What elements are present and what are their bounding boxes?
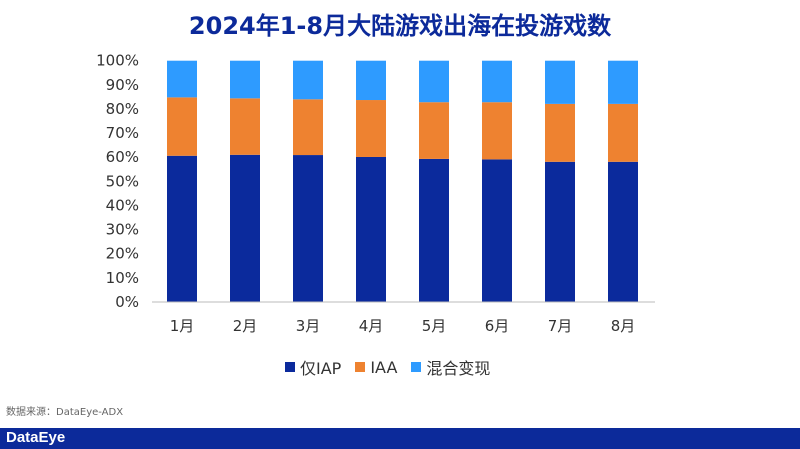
bar-segment-仅IAP — [482, 159, 512, 302]
x-tick-label: 7月 — [548, 317, 573, 335]
legend-swatch — [411, 362, 422, 372]
bar-segment-混合变现 — [230, 60, 260, 99]
bar-segment-仅IAP — [608, 161, 638, 302]
y-tick-label: 10% — [106, 269, 139, 287]
bar-segment-混合变现 — [419, 60, 449, 103]
legend-item-iap: 仅IAP — [285, 355, 341, 379]
y-tick-label: 90% — [106, 76, 139, 94]
y-tick-label: 100% — [96, 52, 139, 70]
bar-segment-仅IAP — [167, 155, 197, 302]
footer-logo: DataEye — [6, 429, 66, 446]
legend-swatch — [355, 362, 366, 372]
bar-segment-混合变现 — [167, 60, 197, 98]
bar-segment-IAA — [230, 98, 260, 155]
source-note: 数据来源：DataEye-ADX — [6, 407, 124, 418]
footer-bar: DataEye — [0, 428, 800, 449]
bar-segment-混合变现 — [608, 60, 638, 104]
x-tick-label: 2月 — [233, 317, 258, 335]
y-tick-label: 20% — [106, 245, 139, 263]
bar-segment-IAA — [482, 102, 512, 160]
legend-swatch — [285, 362, 295, 372]
y-tick-label: 50% — [106, 172, 139, 190]
bar-segment-仅IAP — [293, 155, 323, 302]
bar-segment-混合变现 — [293, 60, 323, 100]
legend-item-iaa: IAA — [355, 355, 397, 379]
bar-segment-仅IAP — [545, 161, 575, 302]
legend: 仅IAP IAA 混合变现 — [285, 355, 490, 379]
y-tick-label: 40% — [106, 196, 139, 214]
bar-segment-IAA — [419, 102, 449, 159]
y-tick-label: 80% — [106, 100, 139, 118]
legend-label: 混合变现 — [426, 359, 491, 378]
bar-segment-IAA — [293, 99, 323, 156]
legend-item-mixed: 混合变现 — [411, 355, 490, 379]
x-tick-label: 6月 — [485, 317, 510, 335]
bar-segment-仅IAP — [419, 158, 449, 302]
x-tick-label: 3月 — [296, 317, 321, 335]
x-tick-label: 4月 — [359, 317, 384, 335]
bar-segment-IAA — [545, 103, 575, 162]
legend-label: 仅IAP — [300, 359, 342, 378]
bar-segment-混合变现 — [356, 60, 386, 101]
y-tick-label: 0% — [115, 293, 139, 311]
legend-label: IAA — [370, 357, 398, 377]
bar-segment-仅IAP — [356, 156, 386, 302]
y-tick-label: 70% — [106, 124, 139, 142]
bar-segment-仅IAP — [230, 154, 260, 302]
x-tick-label: 1月 — [170, 317, 195, 335]
y-tick-label: 60% — [106, 148, 139, 166]
bar-segment-混合变现 — [545, 60, 575, 104]
y-tick-label: 30% — [106, 221, 139, 239]
bar-segment-IAA — [356, 100, 386, 157]
chart-title: 2024年1-8月大陆游戏出海在投游戏数 — [188, 12, 612, 40]
bar-segment-混合变现 — [482, 60, 512, 103]
x-tick-label: 5月 — [422, 317, 447, 335]
x-tick-label: 8月 — [611, 317, 636, 335]
bar-segment-IAA — [167, 97, 197, 156]
bar-segment-IAA — [608, 103, 638, 162]
